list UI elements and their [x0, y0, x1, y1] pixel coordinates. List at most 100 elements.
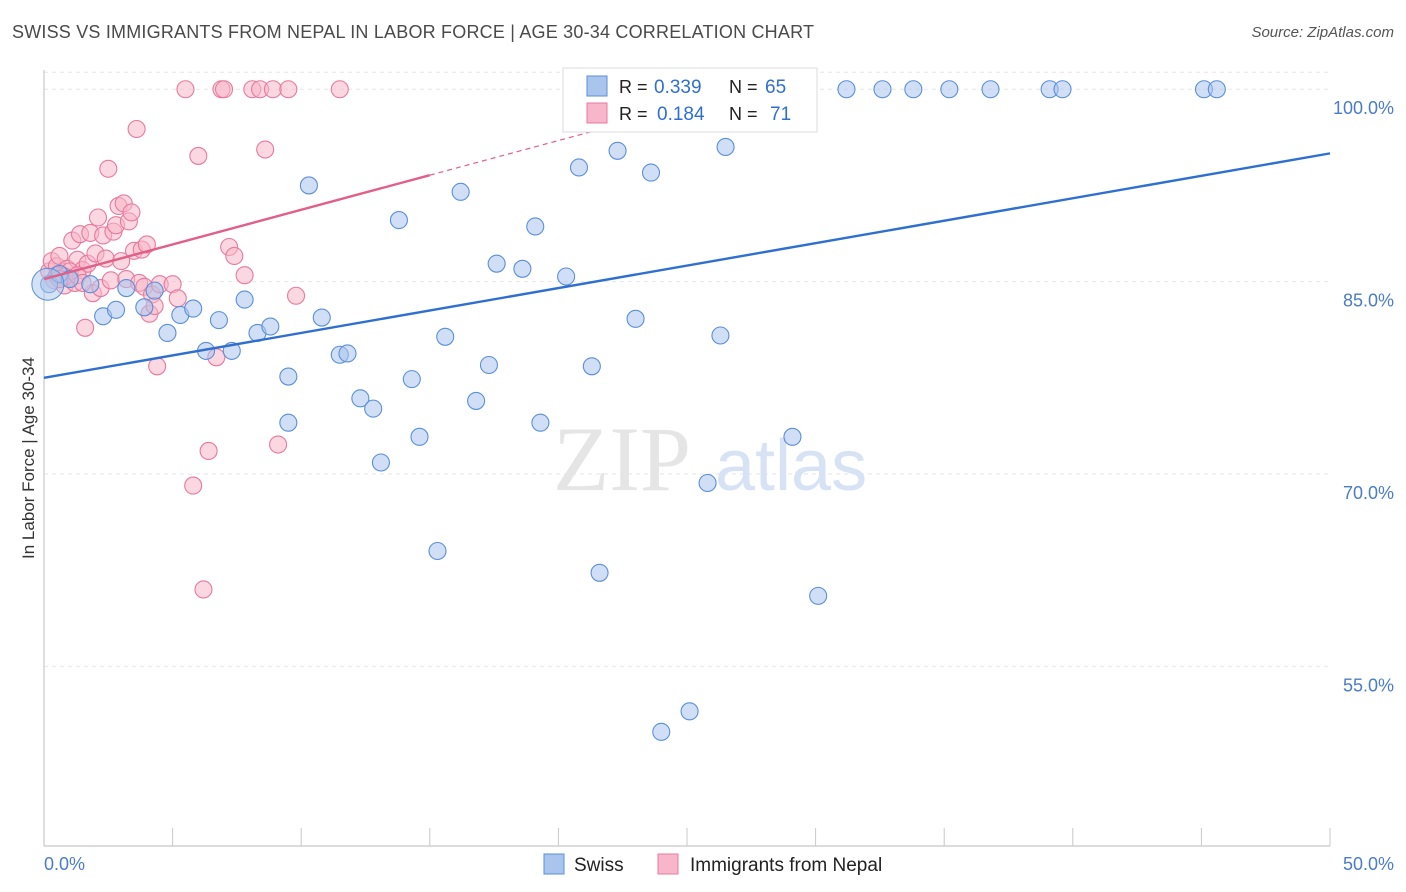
nepal-point: [330, 80, 349, 99]
swiss-point: [513, 259, 532, 278]
legend-r-value-nepal: 0.184: [657, 104, 705, 125]
nepal-point: [99, 159, 118, 178]
trendline-nepal-extension: [429, 126, 610, 176]
swiss-point: [531, 413, 550, 432]
swiss-point: [402, 370, 421, 389]
legend-box: R = 0.339 N = 65 R = 0.184 N = 71: [562, 67, 818, 133]
swiss-point: [940, 80, 959, 99]
swiss-point: [410, 427, 429, 446]
swiss-point: [582, 357, 601, 376]
nepal-point: [101, 271, 120, 290]
swiss-point: [652, 722, 671, 741]
nepal-point: [184, 476, 203, 495]
swiss-point: [81, 275, 100, 294]
series-swiss-points: [31, 80, 1226, 741]
bottom-legend-label-swiss: Swiss: [574, 855, 624, 876]
swiss-point: [641, 163, 661, 182]
swiss-point: [809, 586, 828, 605]
watermark: ZIP atlas: [553, 408, 867, 510]
swiss-point: [364, 399, 383, 418]
swiss-point: [680, 702, 699, 721]
y-tick-label: 55.0%: [1343, 675, 1394, 695]
y-tick-label: 100.0%: [1333, 98, 1394, 118]
swiss-point: [338, 344, 357, 363]
legend-n-value-swiss: 65: [765, 77, 786, 98]
swiss-point: [1207, 80, 1226, 99]
swiss-point: [351, 389, 370, 408]
nepal-point: [235, 266, 254, 285]
swiss-point: [626, 309, 645, 328]
swiss-point: [117, 278, 136, 298]
nepal-point: [194, 580, 213, 599]
swiss-point: [1053, 80, 1072, 99]
swiss-point: [184, 299, 203, 318]
legend-n-value-nepal: 71: [770, 104, 791, 125]
chart-source: Source: ZipAtlas.com: [1251, 24, 1394, 41]
nepal-point: [287, 286, 306, 305]
watermark-zip: ZIP: [553, 408, 691, 510]
trendline-swiss: [43, 152, 1331, 380]
swiss-point: [279, 413, 298, 432]
swiss-point: [299, 176, 318, 195]
swiss-point: [389, 211, 408, 230]
swiss-point: [526, 217, 545, 236]
swiss-point: [608, 141, 627, 160]
bottom-legend-swatch-nepal: [657, 853, 679, 875]
nepal-point: [189, 146, 208, 165]
swiss-point: [873, 80, 892, 99]
nepal-point: [225, 246, 244, 266]
swiss-point: [904, 80, 923, 99]
swiss-point: [371, 453, 390, 472]
swiss-point: [145, 281, 164, 300]
swiss-point: [569, 158, 589, 177]
nepal-point: [176, 80, 195, 99]
nepal-point: [122, 203, 141, 222]
series-nepal-points: [40, 80, 349, 599]
legend-swatch-nepal: [586, 102, 608, 124]
swiss-point: [135, 298, 154, 317]
swiss-point: [783, 427, 802, 446]
legend-swatch-swiss: [586, 75, 608, 97]
gridlines: [44, 71, 1330, 667]
legend-n-label-nepal: N =: [729, 104, 758, 124]
bottom-legend: Swiss Immigrants from Nepal: [543, 853, 882, 876]
swiss-point: [312, 308, 331, 327]
bottom-legend-label-nepal: Immigrants from Nepal: [690, 855, 882, 876]
nepal-point: [269, 435, 288, 454]
swiss-point: [837, 80, 856, 99]
y-tick-labels: 100.0% 85.0% 70.0% 55.0%: [1333, 98, 1394, 695]
swiss-point: [209, 311, 228, 330]
swiss-point: [590, 563, 609, 582]
swiss-point: [698, 473, 717, 493]
x-tick-label-max: 50.0%: [1343, 854, 1394, 874]
nepal-point: [88, 208, 108, 227]
swiss-point: [279, 367, 298, 386]
nepal-point: [256, 140, 275, 159]
swiss-point: [428, 541, 447, 561]
swiss-point-large: [31, 267, 65, 301]
swiss-point: [981, 80, 1000, 99]
y-tick-label: 70.0%: [1343, 483, 1394, 503]
y-axis-label: In Labor Force | Age 30-34: [19, 357, 38, 559]
swiss-point: [711, 326, 730, 345]
swiss-point: [487, 254, 506, 273]
swiss-point: [479, 355, 499, 375]
nepal-point: [279, 80, 298, 99]
y-tick-label: 85.0%: [1343, 291, 1394, 311]
legend-r-label-swiss: R =: [619, 77, 648, 97]
swiss-point: [467, 391, 486, 410]
x-ticks: [43, 828, 1331, 846]
legend-r-value-swiss: 0.339: [654, 77, 702, 98]
swiss-point: [235, 290, 254, 309]
nepal-point: [199, 441, 218, 460]
nepal-point: [148, 357, 167, 376]
nepal-point: [214, 80, 234, 99]
nepal-point: [263, 80, 282, 99]
nepal-point: [168, 289, 187, 308]
trendline-nepal: [43, 174, 431, 281]
legend-n-label-swiss: N =: [729, 77, 758, 97]
swiss-point: [557, 267, 576, 286]
nepal-point: [76, 318, 95, 337]
swiss-point: [436, 327, 455, 346]
